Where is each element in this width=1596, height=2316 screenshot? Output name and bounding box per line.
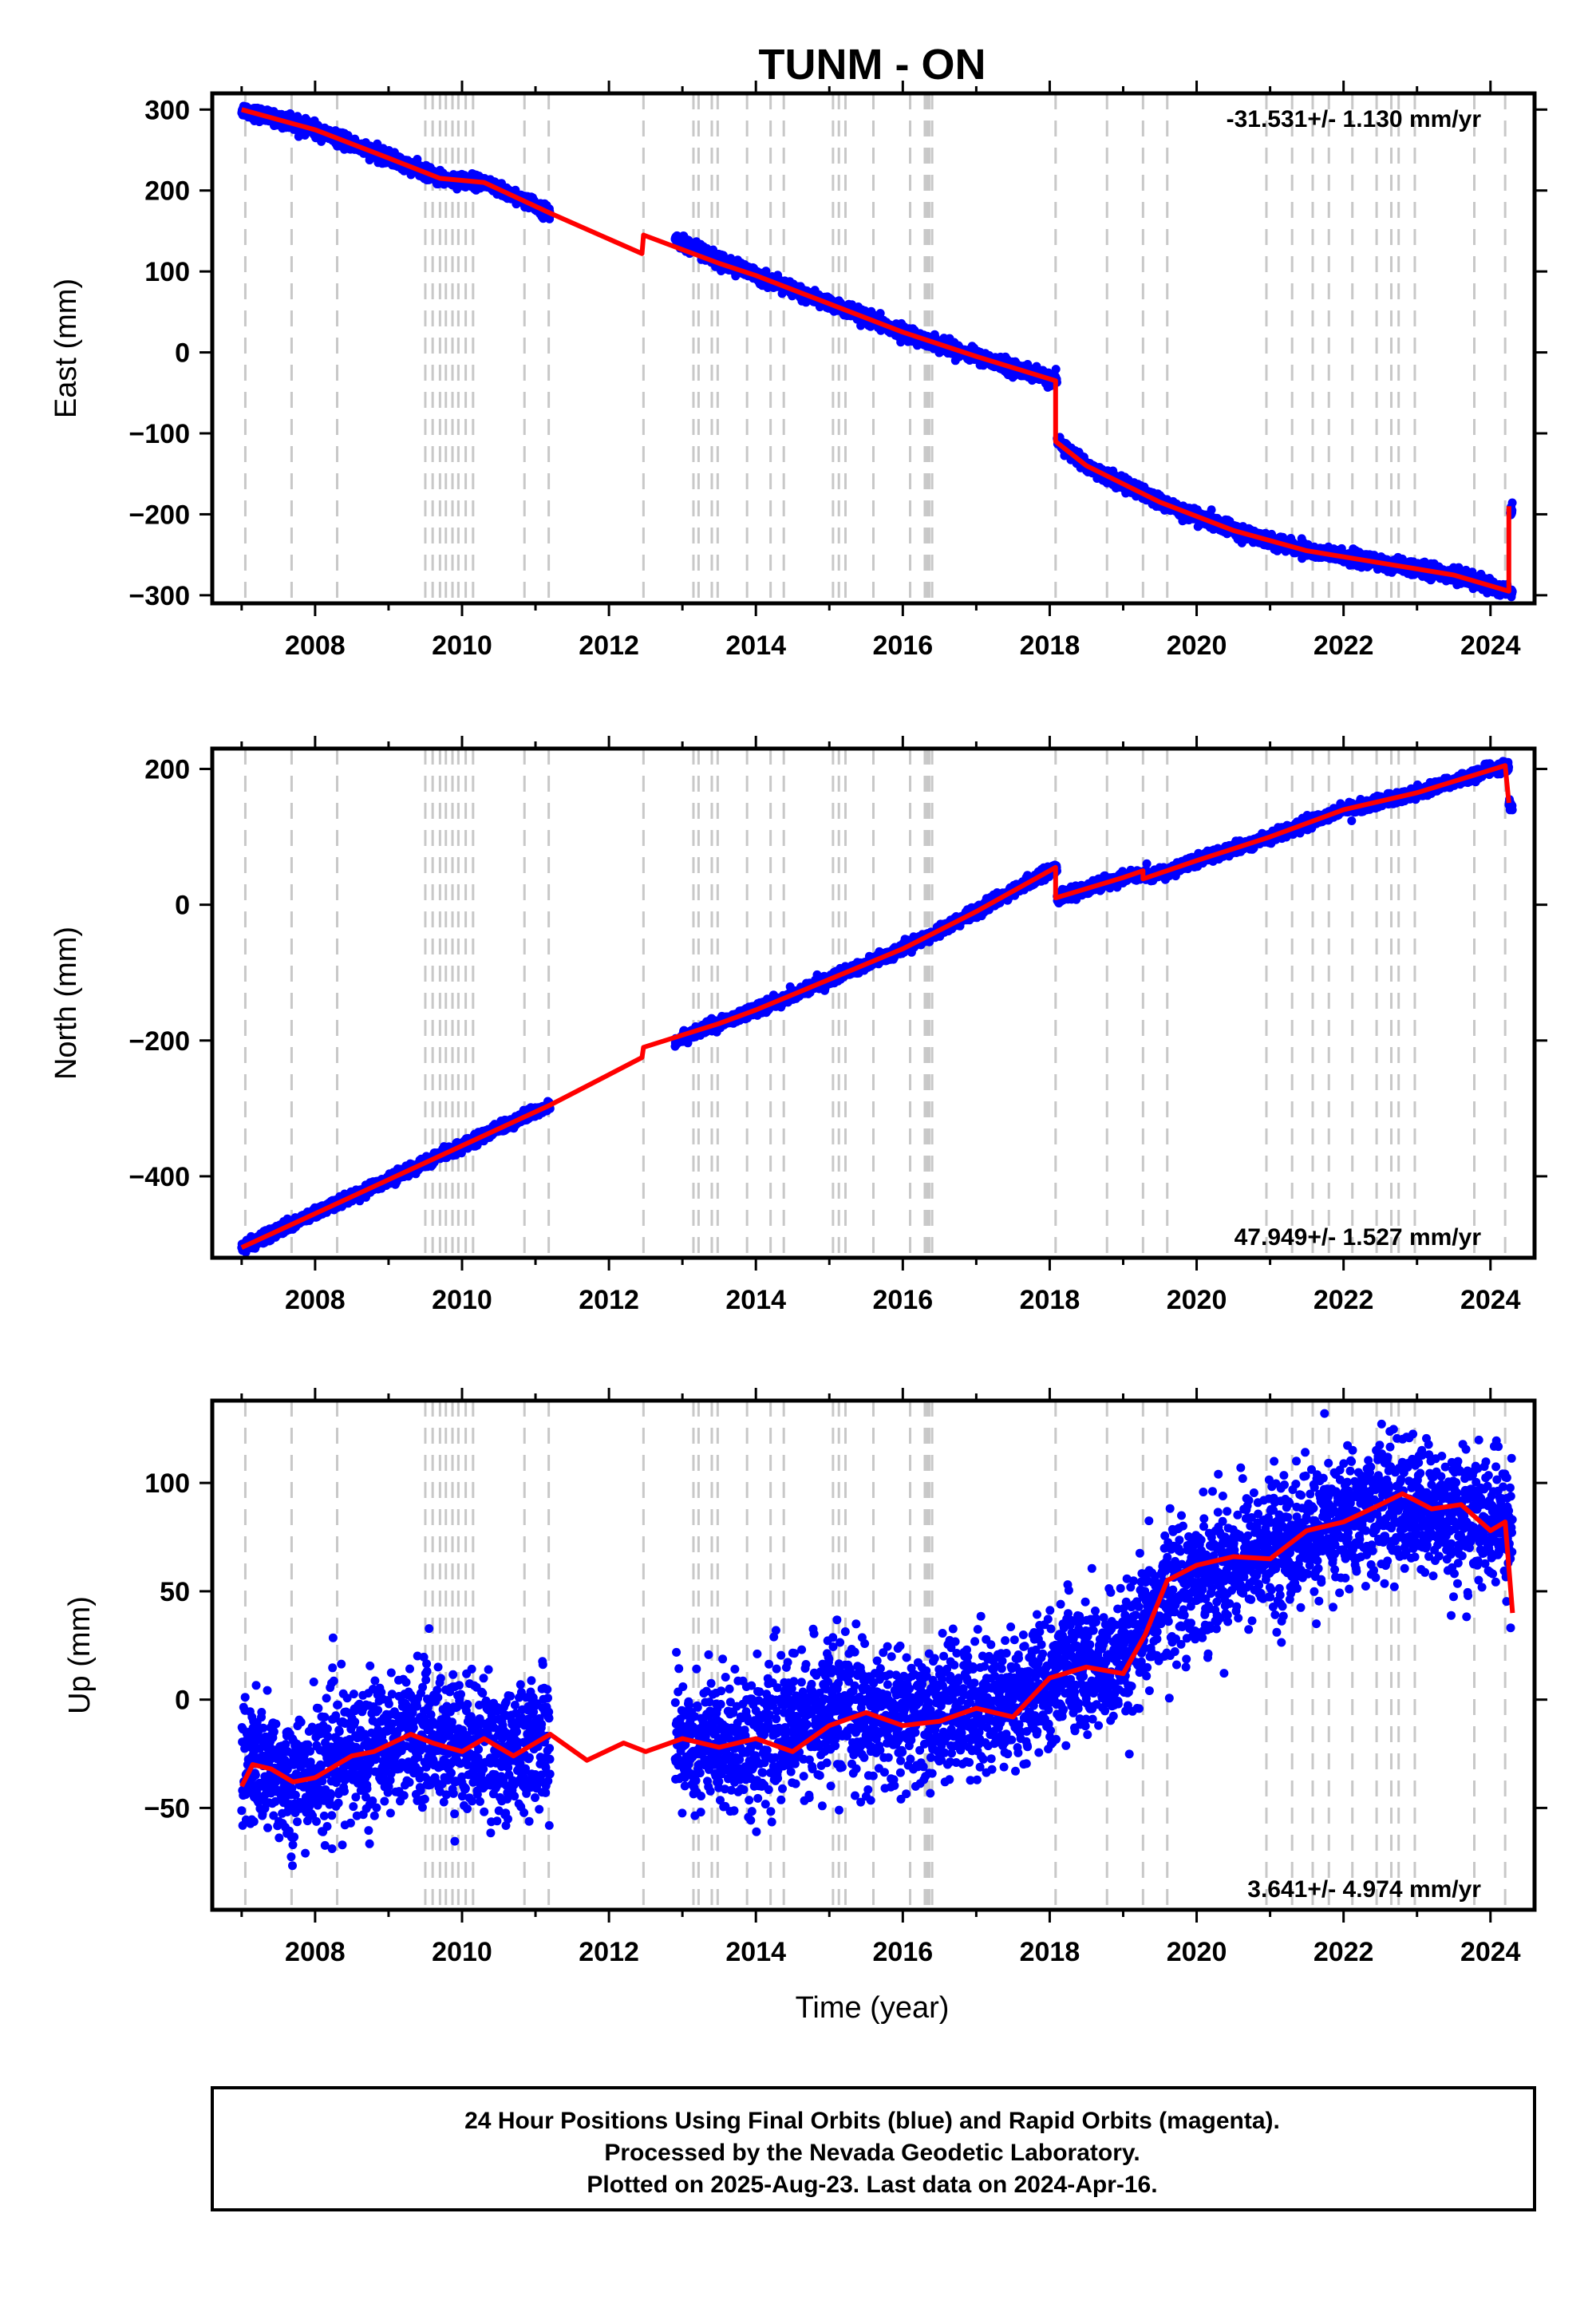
x-tick-label: 2012 xyxy=(579,630,639,661)
model-fit-line xyxy=(241,107,1511,594)
y-axis-title: East (mm) xyxy=(49,279,83,418)
rate-label: -31.531+/- 1.130 mm/yr xyxy=(1227,106,1482,132)
x-tick-label: 2016 xyxy=(873,630,934,661)
data-point xyxy=(413,155,422,164)
y-tick-label: 100 xyxy=(144,257,190,287)
x-tick-label: 2010 xyxy=(432,630,492,661)
data-point xyxy=(1207,505,1216,515)
plot-frame xyxy=(210,91,1537,606)
x-tick-label: 2020 xyxy=(1167,630,1227,661)
y-tick-label: 300 xyxy=(144,95,190,125)
y-tick-label: −200 xyxy=(128,500,190,530)
x-tick-label: 2022 xyxy=(1314,630,1374,661)
east-panel: 2008 2010 2012 2014 2016 2018 2020 2022 2024 300 2… xyxy=(49,81,1547,661)
north-panel: 2008 2010 2012 2014 2016 2018 2020 2022 20242000… xyxy=(49,736,1547,1315)
x-tick-label: 2014 xyxy=(725,630,786,661)
x-tick-label: 2018 xyxy=(1020,630,1080,661)
y-tick-label: 200 xyxy=(144,176,190,207)
plot-area xyxy=(237,749,1517,1258)
x-tick-label: 2008 xyxy=(285,630,346,661)
data-point xyxy=(1051,365,1061,374)
y-tick-label: −300 xyxy=(128,581,190,611)
plot-area xyxy=(237,93,1517,603)
y-tick-label: 0 xyxy=(175,338,190,369)
y-tick-label: −100 xyxy=(128,419,190,449)
x-tick-label: 2024 xyxy=(1460,630,1521,661)
chart-title: TUNM - ON xyxy=(759,41,986,89)
data-point xyxy=(1507,498,1517,508)
